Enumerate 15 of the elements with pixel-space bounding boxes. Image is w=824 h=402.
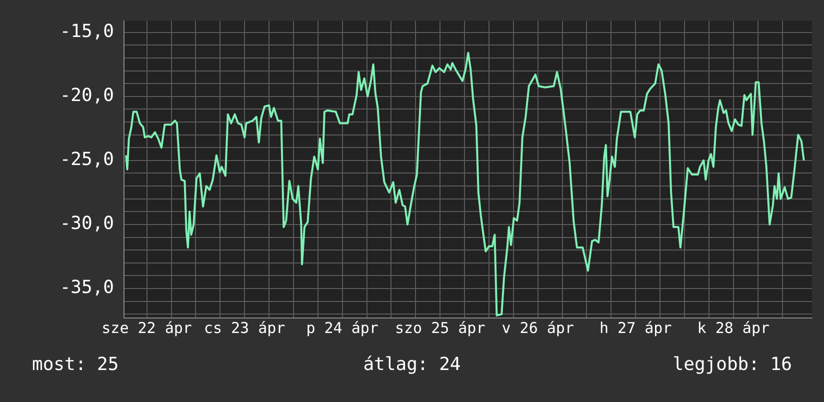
x-tick-label: sze 22 ápr <box>102 318 192 337</box>
x-tick-label: cs 23 ápr <box>204 318 286 337</box>
y-tick-label: -30,0 <box>60 213 114 234</box>
x-tick-label: p 24 ápr <box>306 318 378 337</box>
x-tick-label: k 28 ápr <box>697 318 770 337</box>
text: átlag: 24 <box>362 354 462 375</box>
y-tick-label: -15,0 <box>60 21 114 42</box>
text: most: 25 <box>32 354 120 375</box>
x-tick-label: h 27 ápr <box>599 318 672 337</box>
x-tick-label: szo 25 ápr <box>394 318 486 337</box>
y-tick-label: -20,0 <box>60 85 114 106</box>
text: legjobb: 16 <box>672 354 792 375</box>
x-tick-label: v 26 ápr <box>502 318 574 337</box>
y-tick-label: -25,0 <box>60 149 114 170</box>
y-tick-label: -35,0 <box>60 277 114 298</box>
